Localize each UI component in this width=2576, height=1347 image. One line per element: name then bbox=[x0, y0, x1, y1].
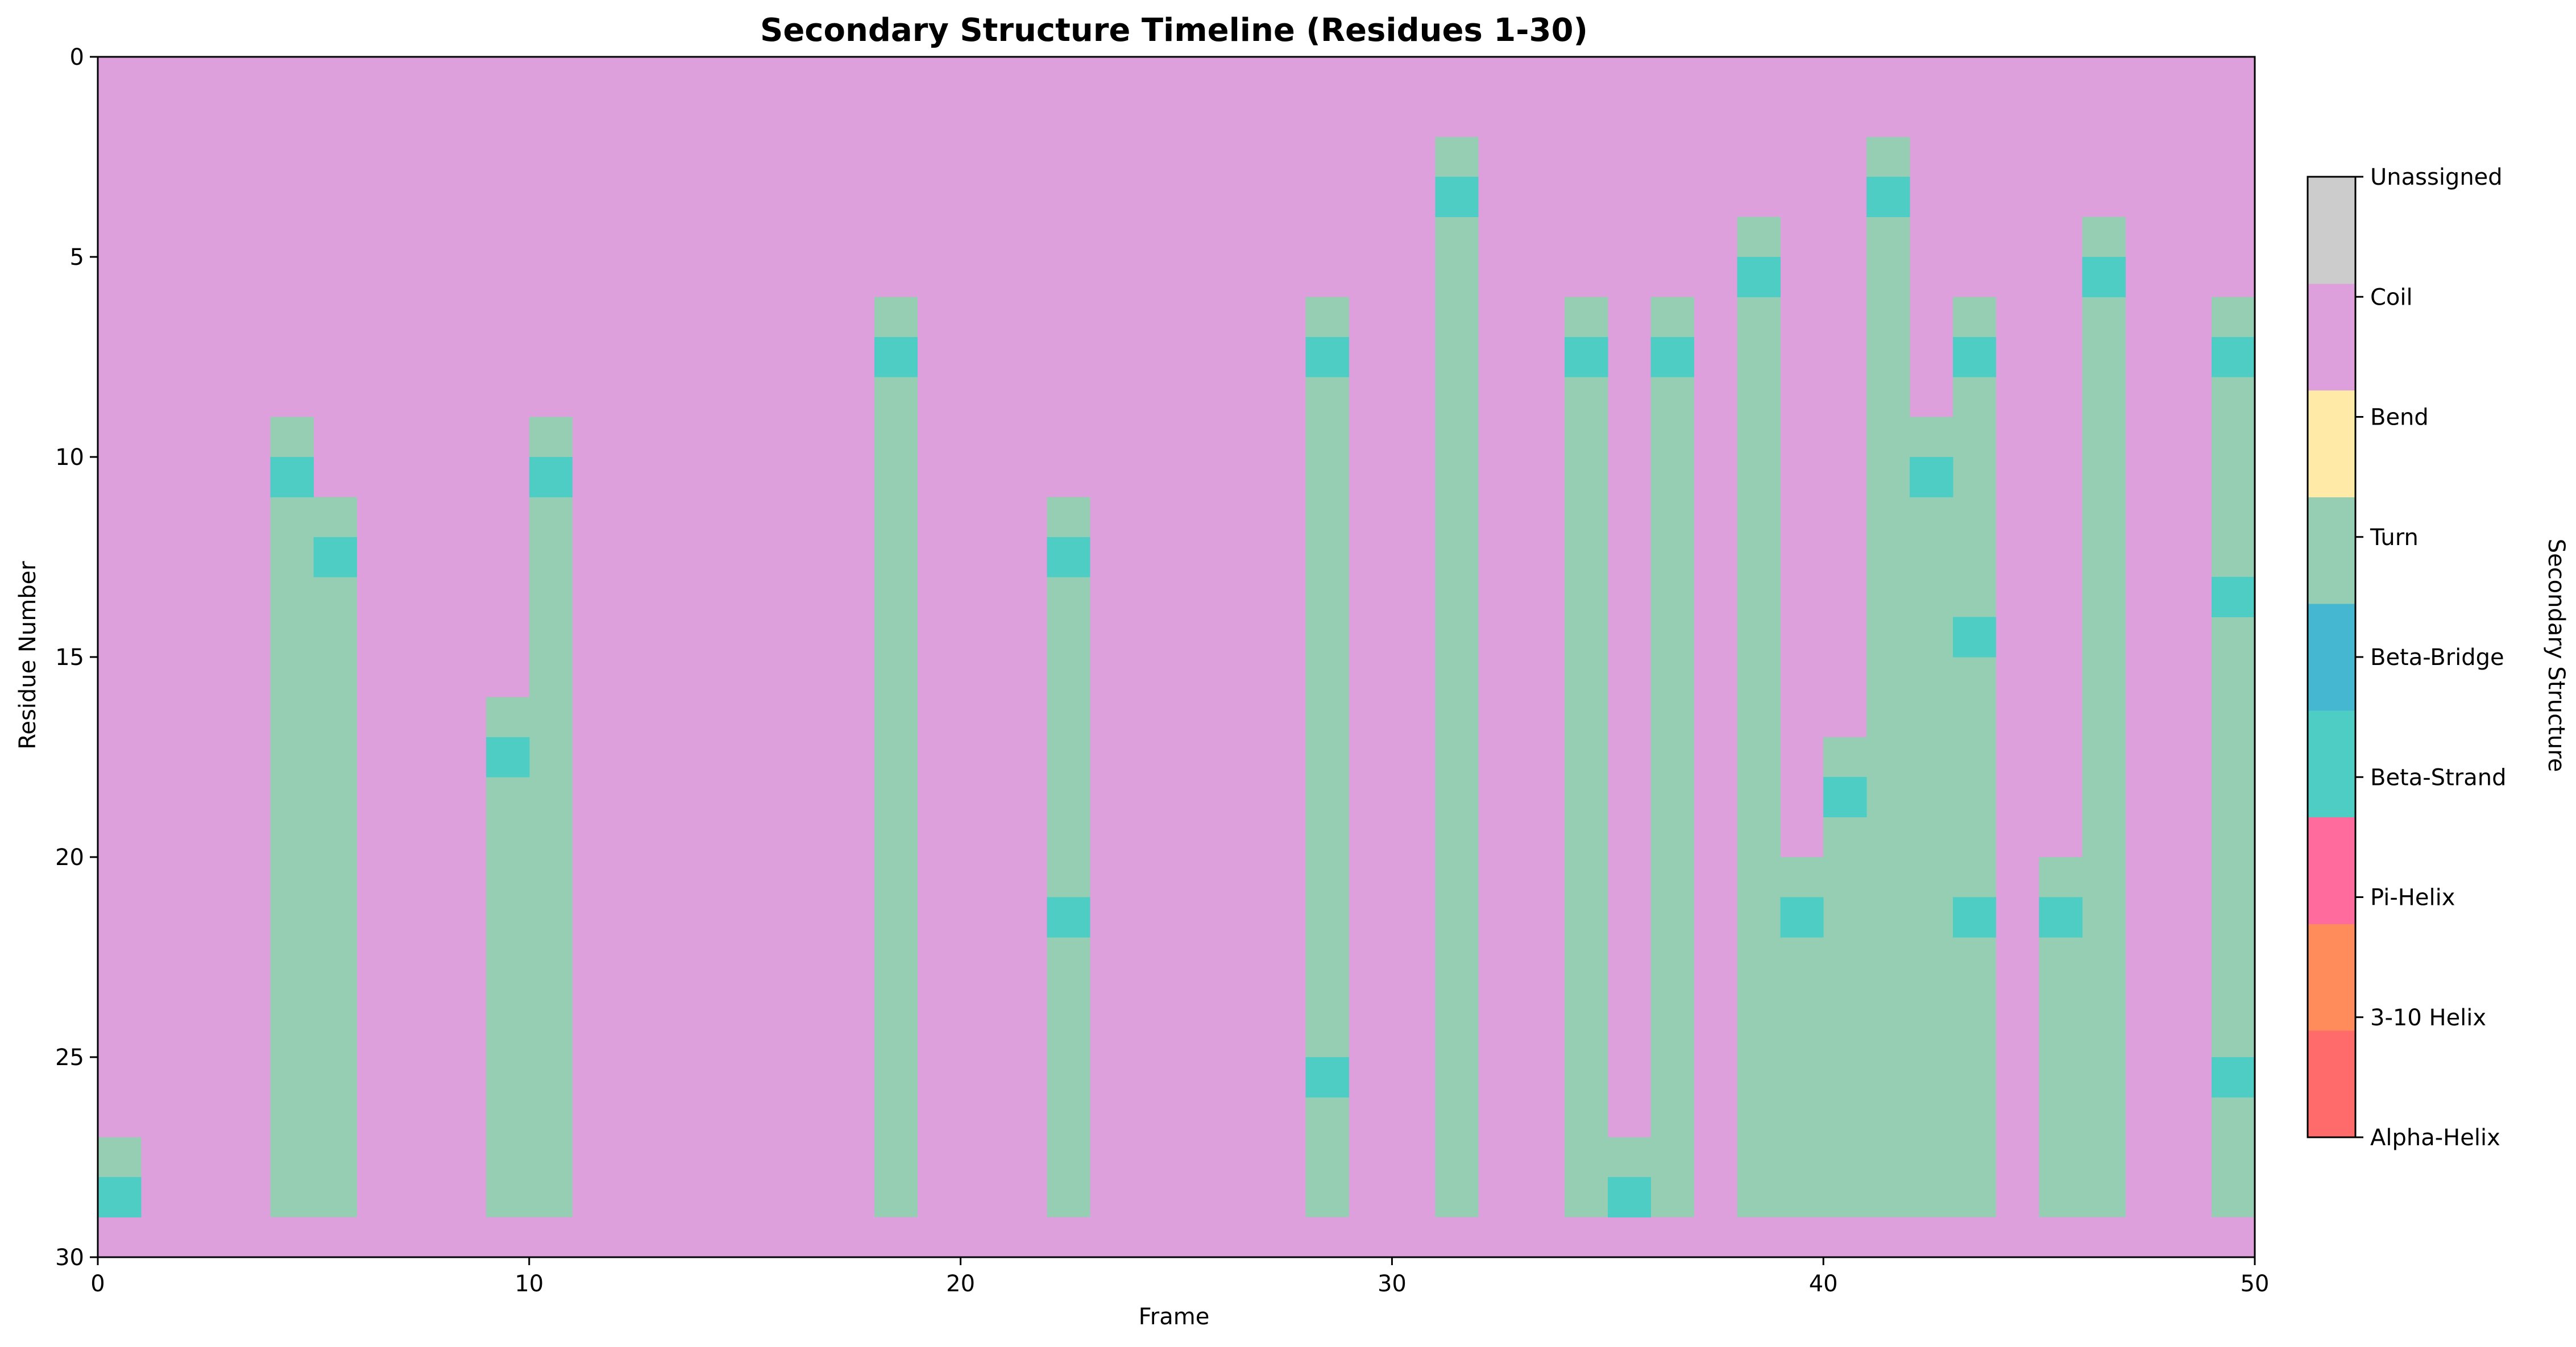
colorbar-swatch bbox=[2308, 177, 2355, 284]
colorbar-swatch bbox=[2308, 924, 2355, 1031]
y-tick-label: 25 bbox=[55, 1045, 84, 1071]
beta-strand-cell bbox=[1047, 537, 1090, 577]
beta-strand-cell bbox=[1952, 336, 1997, 377]
beta-strand-cell bbox=[486, 737, 530, 778]
y-axis: 0 5 10 15 20 25 30 bbox=[55, 44, 98, 1271]
x-axis-label: Frame bbox=[1139, 1304, 1210, 1330]
x-tick-label: 30 bbox=[1378, 1271, 1407, 1297]
turn-column bbox=[1952, 297, 1997, 1217]
colorbar: Alpha-Helix 3-10 Helix Pi-Helix Beta-Strand… bbox=[2308, 164, 2506, 1151]
colorbar-tick-label: Pi-Helix bbox=[2370, 885, 2455, 911]
x-tick-label: 10 bbox=[515, 1271, 544, 1297]
turn-column bbox=[1047, 497, 1090, 1217]
x-tick-label: 50 bbox=[2241, 1271, 2270, 1297]
colorbar-tick-label: Coil bbox=[2370, 284, 2413, 310]
beta-strand-cell bbox=[1780, 897, 1824, 938]
beta-strand-cell bbox=[1952, 897, 1997, 938]
beta-strand-cell bbox=[874, 336, 918, 377]
colorbar-swatch bbox=[2308, 817, 2355, 924]
colorbar-swatch bbox=[2308, 604, 2355, 711]
beta-strand-cell bbox=[313, 537, 357, 577]
turn-column bbox=[874, 297, 918, 1217]
colorbar-frame bbox=[2307, 176, 2357, 1138]
colorbar-swatch bbox=[2308, 497, 2355, 604]
x-tick-label: 40 bbox=[1809, 1271, 1838, 1297]
beta-strand-cell bbox=[2212, 336, 2255, 377]
y-tick-label: 20 bbox=[55, 845, 84, 871]
turn-column bbox=[270, 417, 314, 1217]
y-tick-label: 30 bbox=[55, 1245, 84, 1271]
chart-title: Secondary Structure Timeline (Residues 1… bbox=[760, 12, 1588, 49]
beta-strand-cell bbox=[1305, 1057, 1350, 1097]
plot-area bbox=[98, 57, 2255, 1257]
colorbar-tick-label: Bend bbox=[2370, 405, 2429, 431]
colorbar-tick-label: Beta-Strand bbox=[2370, 764, 2506, 791]
y-tick-label: 5 bbox=[70, 244, 84, 271]
beta-strand-cell bbox=[529, 457, 573, 497]
y-tick-label: 0 bbox=[70, 44, 84, 70]
beta-strand-cell bbox=[1607, 1177, 1652, 1218]
beta-strand-cell bbox=[1866, 177, 1910, 218]
beta-strand-cell bbox=[270, 457, 314, 497]
x-tick-label: 0 bbox=[90, 1271, 105, 1297]
beta-strand-cell bbox=[2082, 257, 2126, 297]
colorbar-swatch bbox=[2308, 710, 2355, 818]
x-axis: 0 10 20 30 40 50 bbox=[90, 1257, 2269, 1297]
turn-column bbox=[529, 417, 573, 1217]
beta-strand-cell bbox=[1737, 257, 1781, 297]
beta-strand-cell bbox=[1823, 777, 1867, 818]
turn-column bbox=[1866, 136, 1910, 1217]
turn-column bbox=[486, 697, 530, 1217]
beta-strand-cell bbox=[1047, 897, 1090, 938]
turn-column bbox=[313, 497, 357, 1217]
beta-strand-cell bbox=[1564, 336, 1608, 377]
beta-strand-cell bbox=[98, 1177, 142, 1218]
beta-strand-cell bbox=[1650, 336, 1695, 377]
colorbar-tick-label: Alpha-Helix bbox=[2370, 1125, 2500, 1151]
beta-strand-cell bbox=[1909, 457, 1953, 497]
beta-strand-cell bbox=[2212, 577, 2255, 618]
turn-column bbox=[1737, 217, 1781, 1217]
beta-strand-cell bbox=[2212, 1057, 2255, 1097]
colorbar-tick-label: Unassigned bbox=[2370, 164, 2503, 190]
turn-column bbox=[1435, 136, 1479, 1217]
colorbar-swatch bbox=[2308, 390, 2355, 497]
turn-column bbox=[2082, 217, 2126, 1217]
y-axis-label: Residue Number bbox=[15, 561, 41, 750]
beta-strand-cell bbox=[2039, 897, 2083, 938]
turn-column bbox=[1650, 297, 1695, 1217]
colorbar-tick-label: Turn bbox=[2370, 525, 2419, 551]
beta-strand-cell bbox=[1952, 617, 1997, 658]
beta-strand-cell bbox=[1435, 177, 1479, 218]
y-tick-label: 15 bbox=[55, 645, 84, 671]
beta-strand-cell bbox=[1305, 336, 1350, 377]
colorbar-label: Secondary Structure bbox=[2543, 539, 2569, 772]
turn-column bbox=[1564, 297, 1608, 1217]
colorbar-tick-label: 3-10 Helix bbox=[2370, 1005, 2486, 1031]
turn-column bbox=[1909, 417, 1953, 1217]
x-tick-label: 20 bbox=[946, 1271, 975, 1297]
y-tick-label: 10 bbox=[55, 444, 84, 471]
colorbar-tick-label: Beta-Bridge bbox=[2370, 645, 2504, 671]
colorbar-swatch bbox=[2308, 283, 2355, 391]
colorbar-swatch bbox=[2308, 1030, 2355, 1138]
